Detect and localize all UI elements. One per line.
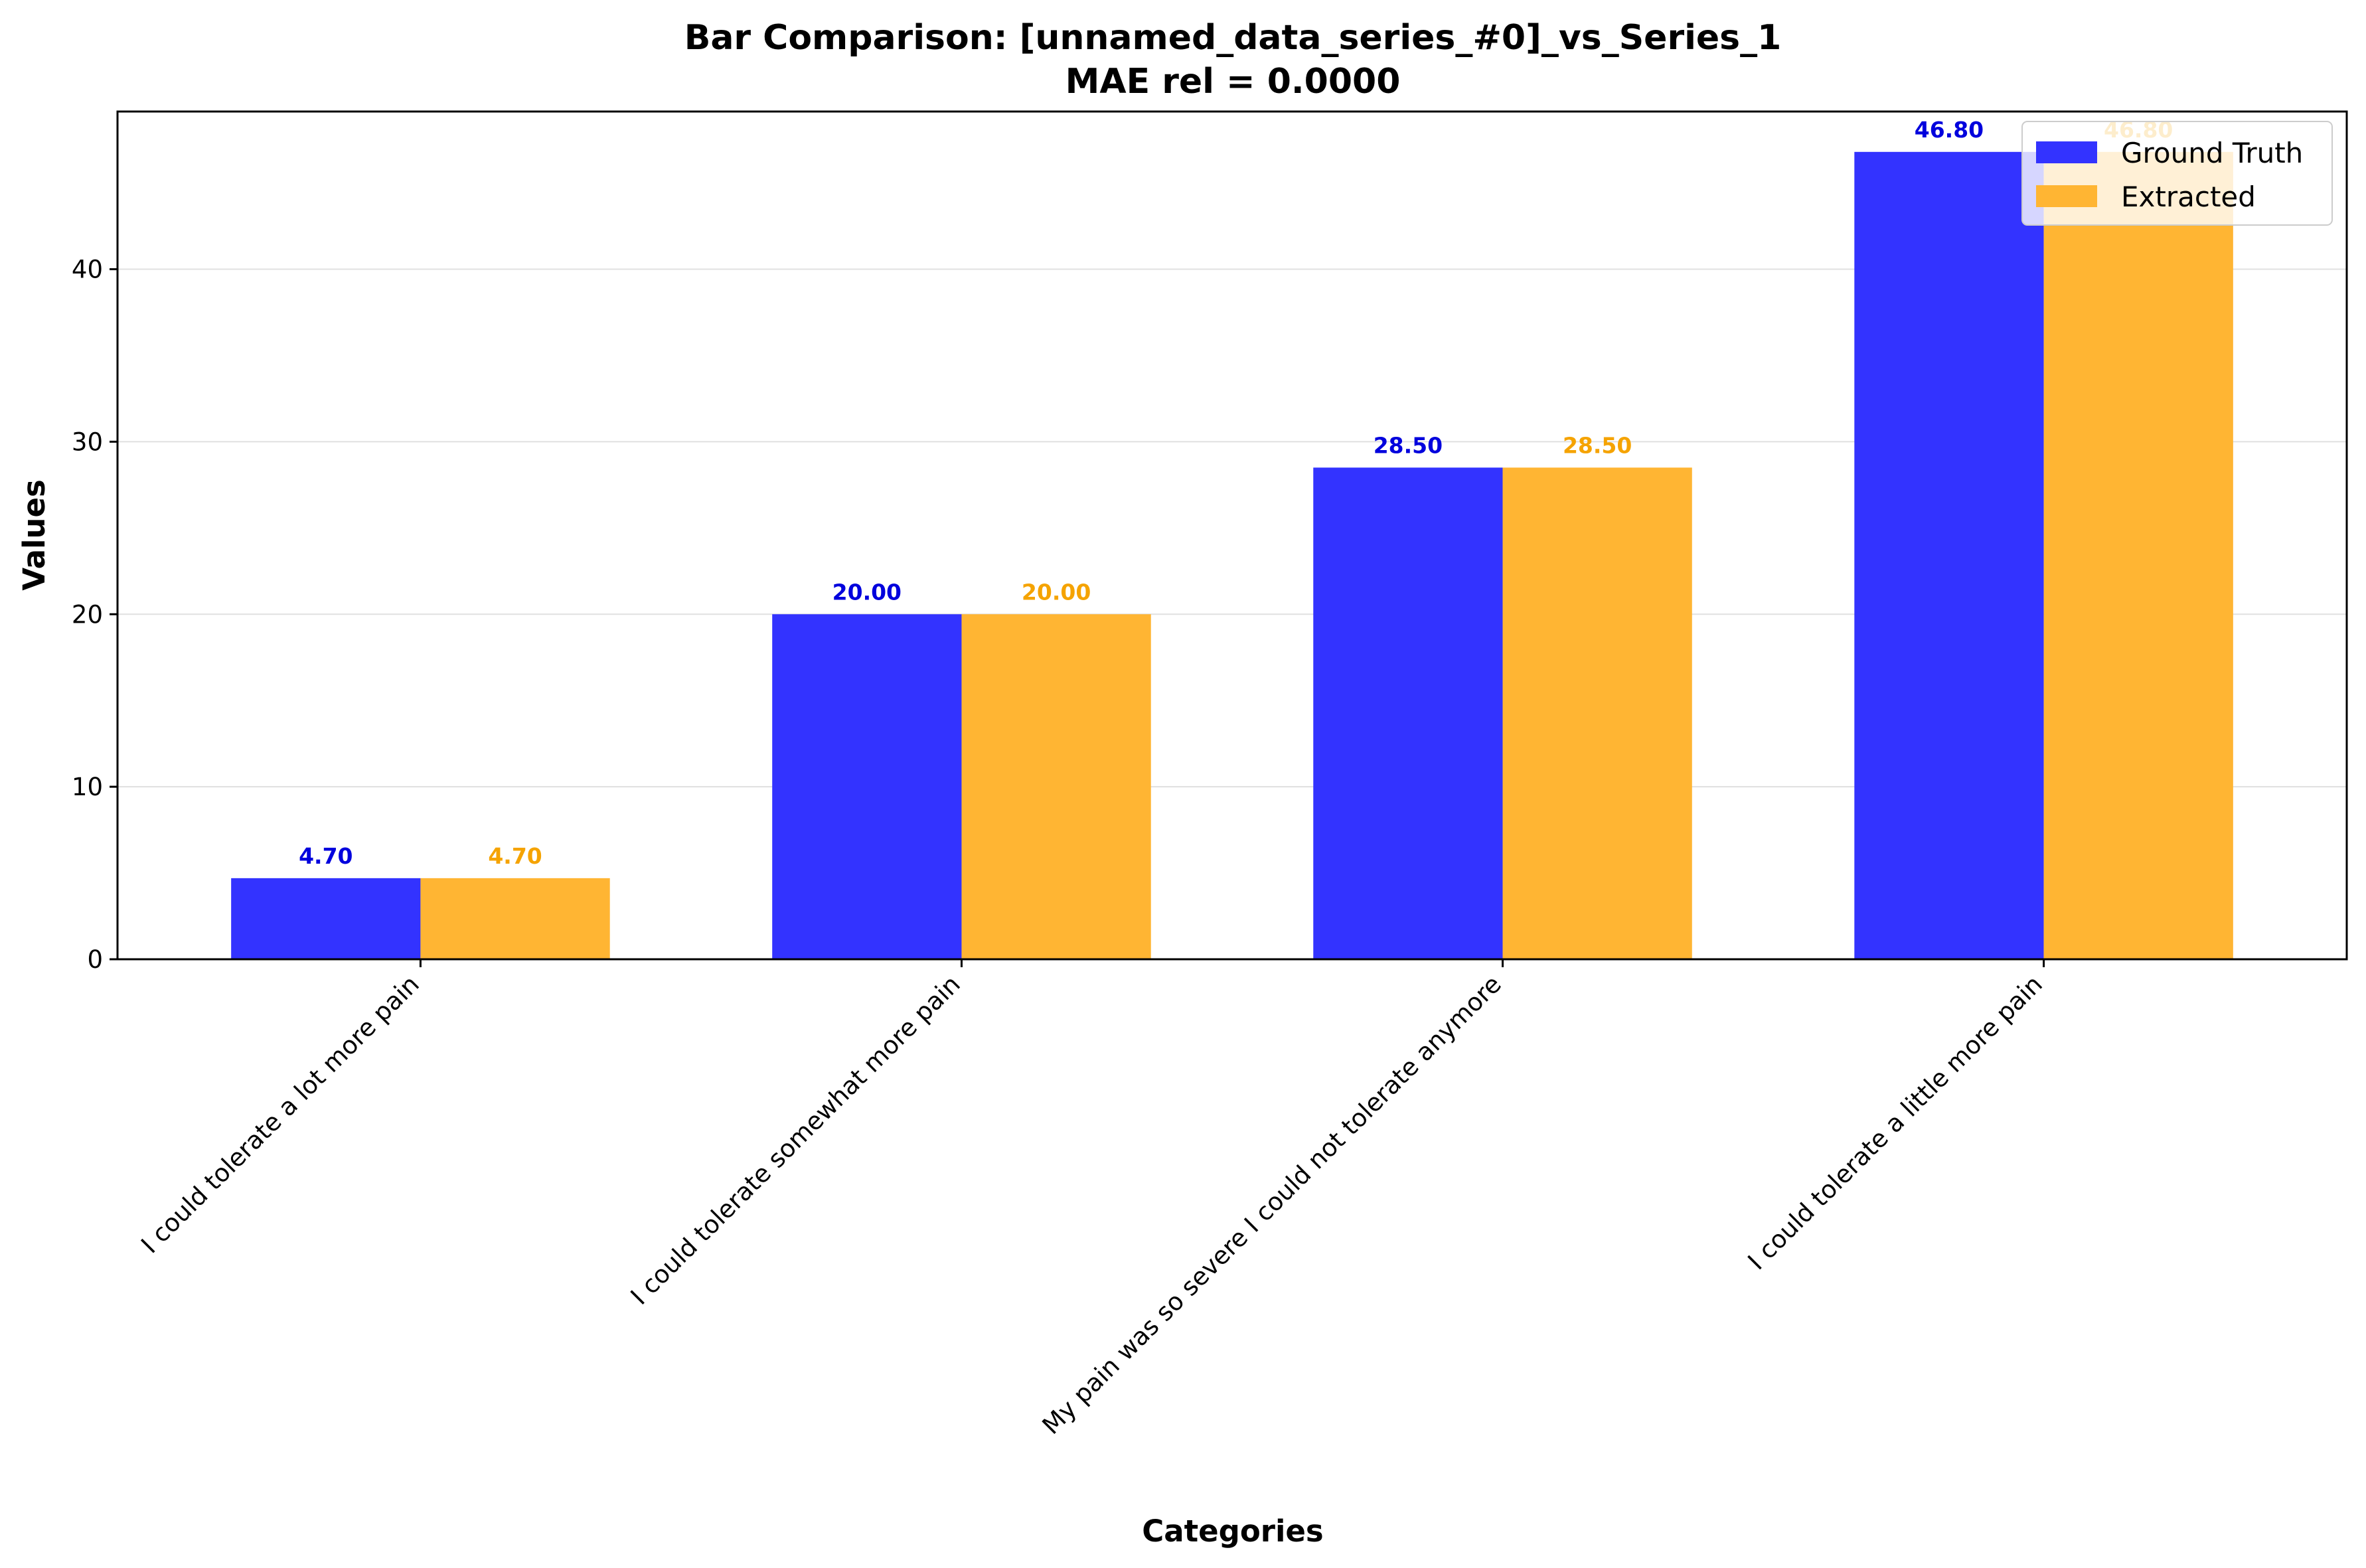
- value-label: 4.70: [299, 843, 353, 869]
- legend-label-ground-truth: Ground Truth: [2121, 137, 2303, 169]
- bar-extracted: [2043, 151, 2233, 959]
- chart-title: Bar Comparison: [unnamed_data_series_#0]…: [684, 18, 1782, 58]
- value-label: 28.50: [1563, 432, 1632, 458]
- y-tick-label: 20: [72, 600, 103, 629]
- value-label: 20.00: [1022, 579, 1091, 605]
- y-tick-label: 0: [87, 945, 103, 974]
- y-tick-label: 40: [72, 256, 103, 284]
- y-axis: 0 10 20 30 40: [72, 256, 118, 974]
- value-label: 20.00: [832, 579, 902, 605]
- bars: [231, 151, 2233, 959]
- legend: Ground Truth Extracted: [2021, 121, 2333, 226]
- value-label: 4.70: [488, 843, 542, 869]
- legend-swatch-ground-truth: [2036, 141, 2097, 163]
- bar-ground-truth: [231, 878, 421, 959]
- y-axis-title: Values: [17, 479, 52, 591]
- bar-extracted: [961, 614, 1151, 959]
- y-tick-label: 30: [72, 428, 103, 456]
- plot-frame: [116, 110, 2348, 961]
- legend-label-extracted: Extracted: [2121, 181, 2256, 213]
- bar-extracted: [1502, 467, 1692, 959]
- x-axis-title: Categories: [1142, 1514, 1323, 1549]
- bar-extracted: [420, 878, 610, 959]
- value-label: 28.50: [1374, 432, 1443, 458]
- bar-ground-truth: [1854, 151, 2044, 959]
- bar-ground-truth: [772, 614, 962, 959]
- legend-swatch-extracted: [2036, 185, 2097, 207]
- value-label: 46.80: [1915, 117, 1984, 143]
- legend-box: [2021, 121, 2333, 226]
- chart-subtitle: MAE rel = 0.0000: [1065, 62, 1401, 102]
- bar-ground-truth: [1313, 467, 1503, 959]
- y-tick-label: 10: [72, 773, 103, 801]
